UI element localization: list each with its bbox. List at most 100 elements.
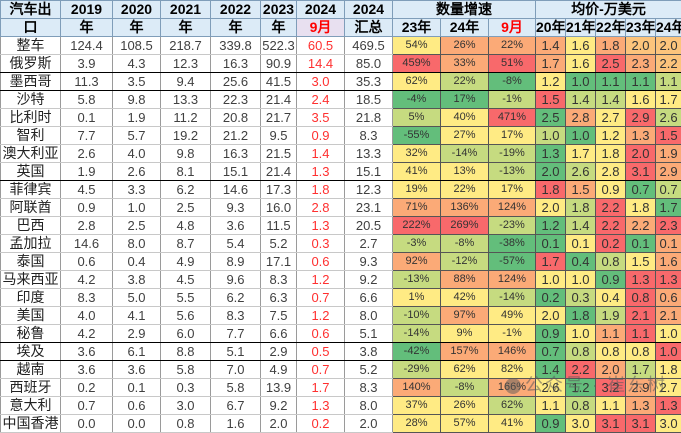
volume-cell: 1.8 <box>297 181 345 199</box>
volume-cell: 6.7 <box>211 397 261 415</box>
volume-cell: 21.7 <box>261 109 297 127</box>
volume-cell: 1.3 <box>297 217 345 235</box>
price-cell: 2.6 <box>566 163 596 181</box>
volume-cell: 35.3 <box>345 73 393 91</box>
price-cell: 3.2 <box>596 379 626 397</box>
volume-cell: 0.0 <box>61 415 113 433</box>
growth-cell: -10% <box>393 307 441 325</box>
country-name: 沙特 <box>1 91 61 109</box>
volume-cell: 8.3 <box>345 379 393 397</box>
growth-cell: 54% <box>393 37 441 55</box>
price-cell: 1.7 <box>566 145 596 163</box>
volume-cell: 0.4 <box>113 253 161 271</box>
growth-cell: 71% <box>393 199 441 217</box>
price-cell: 0.7 <box>626 181 656 199</box>
growth-cell: 27% <box>441 127 489 145</box>
volume-cell: 5.8 <box>61 91 113 109</box>
price-cell: 1.1 <box>626 325 656 343</box>
growth-cell: -14% <box>489 289 536 307</box>
country-name: 阿联酋 <box>1 199 61 217</box>
price-cell: 2.5 <box>536 109 566 127</box>
price-cell: 1.6 <box>566 37 596 55</box>
volume-cell: 60.5 <box>297 37 345 55</box>
volume-cell: 5.1 <box>211 343 261 361</box>
volume-cell: 15.1 <box>211 163 261 181</box>
volume-cell: 2.5 <box>113 217 161 235</box>
volume-cell: 8.3 <box>345 127 393 145</box>
price-cell: 1.4 <box>566 91 596 109</box>
price-cell: 1.1 <box>596 73 626 91</box>
volume-cell: 7.7 <box>61 127 113 145</box>
growth-cell: 1% <box>393 289 441 307</box>
price-cell: 1.1 <box>596 397 626 415</box>
growth-cell: 33% <box>441 55 489 73</box>
price-cell: 2.0 <box>656 37 681 55</box>
price-cell: 1.8 <box>656 361 681 379</box>
volume-cell: 4.8 <box>161 217 211 235</box>
country-name: 菲律宾 <box>1 181 61 199</box>
volume-cell: 0.6 <box>297 325 345 343</box>
volume-cell: 9.3 <box>211 199 261 217</box>
country-name: 西班牙 <box>1 379 61 397</box>
growth-cell: 26% <box>441 37 489 55</box>
growth-cell: 62% <box>489 397 536 415</box>
header-2024-month: 2024 <box>297 1 345 19</box>
price-cell: 1.4 <box>536 37 566 55</box>
volume-cell: 8.0 <box>345 397 393 415</box>
growth-cell: 32% <box>393 145 441 163</box>
volume-cell: 9.2 <box>261 397 297 415</box>
growth-cell: 28% <box>393 415 441 433</box>
growth-cell: -1% <box>489 91 536 109</box>
growth-cell: 136% <box>441 199 489 217</box>
price-cell: 3.1 <box>626 415 656 433</box>
country-name: 孟加拉 <box>1 235 61 253</box>
growth-cell: -14% <box>441 145 489 163</box>
volume-cell: 4.5 <box>161 271 211 289</box>
volume-cell: 2.6 <box>113 163 161 181</box>
volume-cell: 0.5 <box>297 343 345 361</box>
growth-cell: 17% <box>489 127 536 145</box>
price-cell: 1.3 <box>536 145 566 163</box>
price-cell: 1.1 <box>656 73 681 91</box>
price-cell: 0.2 <box>596 235 626 253</box>
volume-cell: 5.8 <box>161 361 211 379</box>
price-cell: 1.6 <box>656 253 681 271</box>
volume-cell: 0.0 <box>113 415 161 433</box>
volume-cell: 3.9 <box>61 55 113 73</box>
volume-cell: 1.2 <box>297 271 345 289</box>
growth-cell: 51% <box>489 55 536 73</box>
volume-cell: 5.2 <box>345 361 393 379</box>
price-cell: 1.9 <box>656 145 681 163</box>
growth-cell: 157% <box>441 343 489 361</box>
growth-cell: 124% <box>489 271 536 289</box>
header-price-21: 21年 <box>566 19 596 37</box>
volume-cell: 14.6 <box>211 181 261 199</box>
price-cell: 2.0 <box>596 361 626 379</box>
volume-cell: 8.3 <box>61 289 113 307</box>
volume-cell: 9.4 <box>161 73 211 91</box>
price-cell: 0.8 <box>626 289 656 307</box>
growth-cell: 140% <box>393 379 441 397</box>
volume-cell: 3.0 <box>297 73 345 91</box>
volume-cell: 0.6 <box>297 253 345 271</box>
volume-cell: 18.5 <box>345 91 393 109</box>
volume-cell: 25.6 <box>211 73 261 91</box>
volume-cell: 16.3 <box>211 55 261 73</box>
volume-cell: 21.4 <box>261 163 297 181</box>
volume-cell: 4.2 <box>61 325 113 343</box>
country-name: 越南 <box>1 361 61 379</box>
price-cell: 1.5 <box>656 127 681 145</box>
volume-cell: 1.0 <box>113 199 161 217</box>
header-sep: 9月 <box>297 19 345 37</box>
growth-cell: 222% <box>393 217 441 235</box>
price-cell: 2.6 <box>656 109 681 127</box>
volume-cell: 11.5 <box>261 217 297 235</box>
price-cell: 2.2 <box>656 55 681 73</box>
price-cell: 1.8 <box>566 307 596 325</box>
